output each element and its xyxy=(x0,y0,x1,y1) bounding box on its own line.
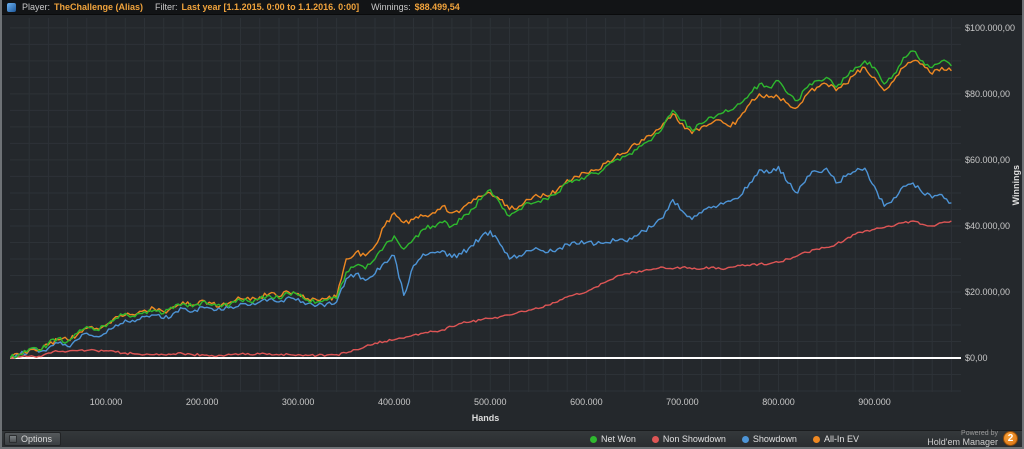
titlebar: Player: TheChallenge (Alias) Filter: Las… xyxy=(2,0,1022,15)
x-tick-label: 800.000 xyxy=(762,397,795,407)
brand-text: Hold'em Manager xyxy=(927,437,998,447)
options-icon xyxy=(9,435,17,443)
plot-background xyxy=(10,18,961,392)
player-value: TheChallenge (Alias) xyxy=(54,2,144,12)
winnings-value: $88.499,54 xyxy=(414,2,460,12)
x-tick-label: 100.000 xyxy=(89,397,123,407)
x-tick-label: 500.000 xyxy=(474,397,507,407)
series-line-non-showdown xyxy=(10,220,952,359)
y-tick-label: $40.000,00 xyxy=(965,220,1011,231)
net-won-color-dot xyxy=(590,435,597,443)
legend-label-all-in-ev: All-In EV xyxy=(823,434,859,444)
powered-by-block: Powered by Hold'em Manager 2 xyxy=(927,430,1018,447)
y-tick-label: $0,00 xyxy=(965,353,988,363)
hm2-logo-badge: 2 xyxy=(1003,430,1018,446)
legend-item-all-in-ev[interactable]: All-In EV xyxy=(812,434,859,444)
x-axis-title: Hands xyxy=(471,413,500,423)
x-tick-label: 600.000 xyxy=(570,397,603,407)
legend-label-net-won: Net Won xyxy=(601,434,636,444)
x-tick-label: 700.000 xyxy=(666,397,699,407)
filter-value: Last year [1.1.2015. 0:00 to 1.1.2016. 0… xyxy=(181,2,360,12)
chart-legend: Net Won Non Showdown Showdown All-In EV xyxy=(590,434,859,444)
y-tick-label: $60.000,00 xyxy=(965,154,1011,165)
winnings-graph xyxy=(10,18,961,392)
app-icon xyxy=(7,2,16,12)
y-axis-title: Winnings xyxy=(1011,165,1021,206)
x-tick-label: 200.000 xyxy=(185,397,219,407)
x-tick-label: 300.000 xyxy=(281,397,315,407)
non-showdown-color-dot xyxy=(651,435,659,443)
y-tick-label: $80.000,00 xyxy=(965,88,1011,99)
player-label: Player: xyxy=(22,2,51,12)
legend-label-non-showdown: Non Showdown xyxy=(662,434,726,444)
options-button[interactable]: Options xyxy=(4,432,62,446)
x-tick-label: 900.000 xyxy=(858,397,891,407)
powered-by-text: Powered by xyxy=(961,430,998,437)
legend-item-net-won[interactable]: Net Won xyxy=(590,434,636,444)
series-line-all-in-ev xyxy=(10,59,952,359)
y-tick-label: $20.000,00 xyxy=(965,286,1011,297)
legend-item-non-showdown[interactable]: Non Showdown xyxy=(651,434,726,444)
all-in-ev-color-dot xyxy=(812,435,820,443)
bottombar: Options Net Won Non Showdown Showdown Al… xyxy=(2,430,1022,447)
chart-region: $0,00 $20.000,00 $40.000,00 $60.000,00 $80.0… xyxy=(2,15,1022,430)
options-button-label: Options xyxy=(21,434,53,444)
series-line-showdown xyxy=(10,165,952,359)
filter-label: Filter: xyxy=(155,2,178,12)
legend-item-showdown[interactable]: Showdown xyxy=(741,434,797,444)
series-line-net-won xyxy=(10,50,952,359)
showdown-color-dot xyxy=(741,435,749,443)
y-tick-label: $100.000,00 xyxy=(965,22,1016,33)
winnings-label: Winnings: xyxy=(371,2,411,12)
x-tick-label: 400.000 xyxy=(377,397,411,407)
legend-label-showdown: Showdown xyxy=(752,434,797,444)
